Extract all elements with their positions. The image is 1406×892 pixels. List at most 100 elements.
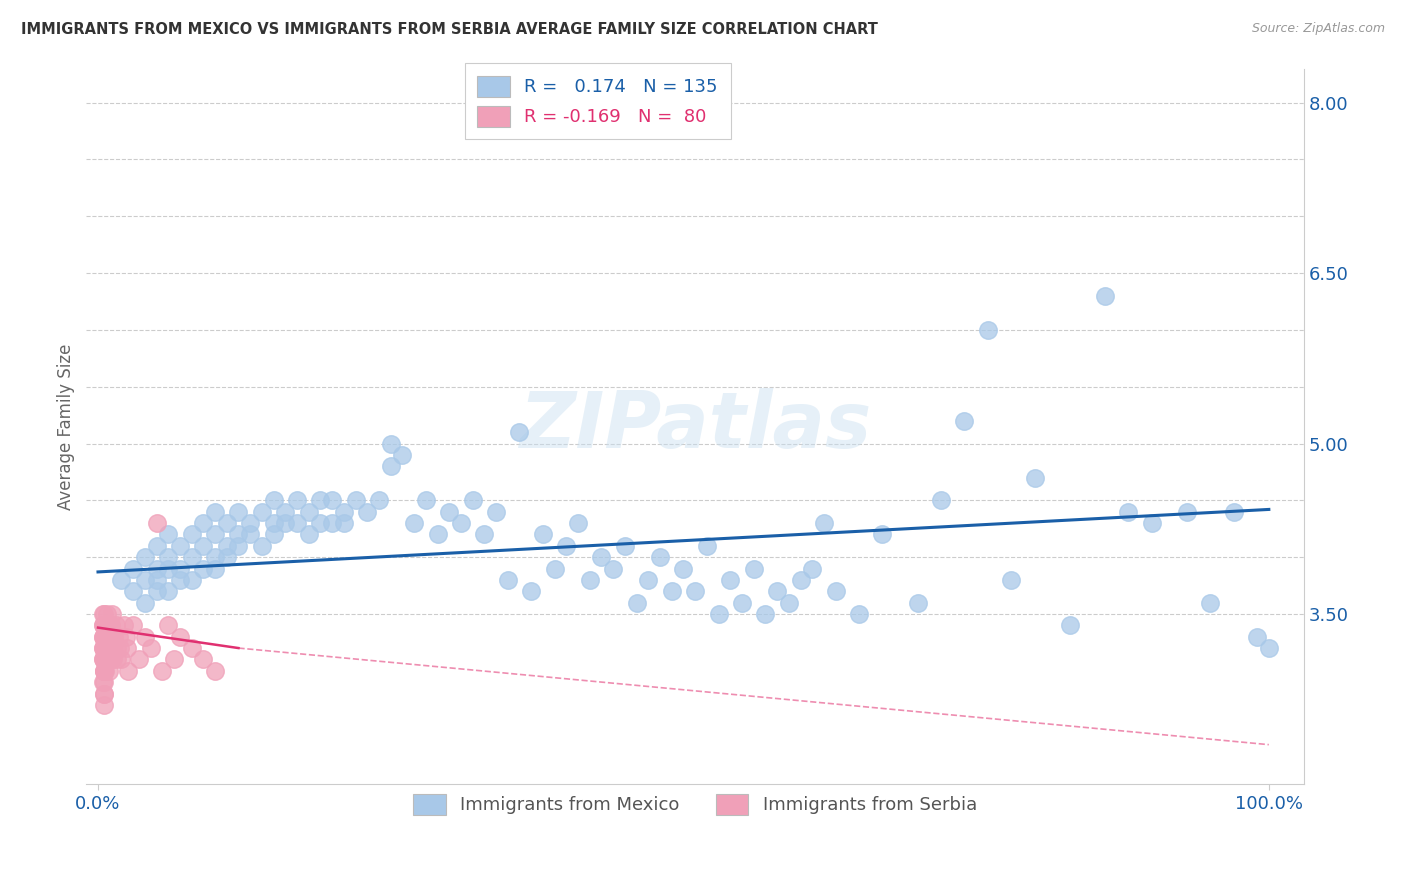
Point	[145, 573, 167, 587]
Point	[672, 561, 695, 575]
Point	[96, 641, 118, 656]
Point	[204, 527, 226, 541]
Point	[263, 516, 285, 530]
Point	[98, 618, 121, 632]
Point	[285, 493, 308, 508]
Point	[754, 607, 776, 621]
Point	[122, 561, 145, 575]
Point	[215, 550, 238, 565]
Point	[91, 652, 114, 666]
Point	[145, 584, 167, 599]
Point	[321, 516, 343, 530]
Point	[718, 573, 741, 587]
Point	[298, 527, 321, 541]
Point	[602, 561, 624, 575]
Point	[543, 561, 565, 575]
Point	[215, 539, 238, 553]
Point	[285, 516, 308, 530]
Point	[591, 550, 613, 565]
Point	[1175, 505, 1198, 519]
Point	[321, 493, 343, 508]
Point	[683, 584, 706, 599]
Point	[404, 516, 426, 530]
Point	[626, 596, 648, 610]
Point	[263, 493, 285, 508]
Point	[274, 505, 297, 519]
Point	[180, 527, 202, 541]
Point	[91, 652, 114, 666]
Point	[93, 675, 115, 690]
Point	[134, 596, 156, 610]
Point	[813, 516, 835, 530]
Point	[309, 516, 332, 530]
Point	[1094, 289, 1116, 303]
Point	[204, 664, 226, 678]
Point	[93, 618, 115, 632]
Point	[169, 630, 191, 644]
Point	[110, 573, 132, 587]
Point	[193, 652, 215, 666]
Point	[91, 641, 114, 656]
Point	[93, 618, 115, 632]
Point	[1199, 596, 1222, 610]
Point	[145, 516, 167, 530]
Point	[1024, 470, 1046, 484]
Point	[122, 618, 145, 632]
Point	[180, 641, 202, 656]
Point	[93, 641, 115, 656]
Point	[100, 618, 122, 632]
Text: ZIPatlas: ZIPatlas	[519, 389, 872, 465]
Point	[508, 425, 530, 439]
Point	[742, 561, 765, 575]
Point	[105, 652, 128, 666]
Point	[391, 448, 413, 462]
Point	[1222, 505, 1244, 519]
Point	[115, 630, 138, 644]
Point	[531, 527, 554, 541]
Point	[105, 641, 128, 656]
Point	[298, 505, 321, 519]
Point	[555, 539, 578, 553]
Point	[93, 652, 115, 666]
Point	[93, 630, 115, 644]
Point	[953, 414, 976, 428]
Point	[1118, 505, 1140, 519]
Point	[97, 664, 120, 678]
Text: IMMIGRANTS FROM MEXICO VS IMMIGRANTS FROM SERBIA AVERAGE FAMILY SIZE CORRELATION: IMMIGRANTS FROM MEXICO VS IMMIGRANTS FRO…	[21, 22, 877, 37]
Y-axis label: Average Family Size: Average Family Size	[58, 343, 75, 509]
Point	[98, 652, 121, 666]
Point	[907, 596, 929, 610]
Point	[104, 618, 127, 632]
Point	[333, 505, 356, 519]
Point	[356, 505, 378, 519]
Point	[778, 596, 800, 610]
Point	[439, 505, 461, 519]
Point	[93, 652, 115, 666]
Legend: Immigrants from Mexico, Immigrants from Serbia: Immigrants from Mexico, Immigrants from …	[402, 783, 988, 825]
Point	[93, 641, 115, 656]
Point	[134, 630, 156, 644]
Point	[578, 573, 600, 587]
Point	[204, 550, 226, 565]
Point	[97, 630, 120, 644]
Point	[180, 573, 202, 587]
Point	[426, 527, 449, 541]
Point	[108, 630, 131, 644]
Point	[485, 505, 508, 519]
Point	[152, 664, 174, 678]
Point	[96, 618, 118, 632]
Point	[193, 539, 215, 553]
Point	[157, 618, 180, 632]
Point	[250, 505, 273, 519]
Point	[97, 618, 120, 632]
Point	[1140, 516, 1163, 530]
Point	[239, 527, 262, 541]
Point	[228, 539, 250, 553]
Point	[1059, 618, 1081, 632]
Point	[163, 652, 186, 666]
Point	[110, 641, 132, 656]
Point	[731, 596, 754, 610]
Point	[193, 561, 215, 575]
Point	[169, 573, 191, 587]
Point	[93, 686, 115, 700]
